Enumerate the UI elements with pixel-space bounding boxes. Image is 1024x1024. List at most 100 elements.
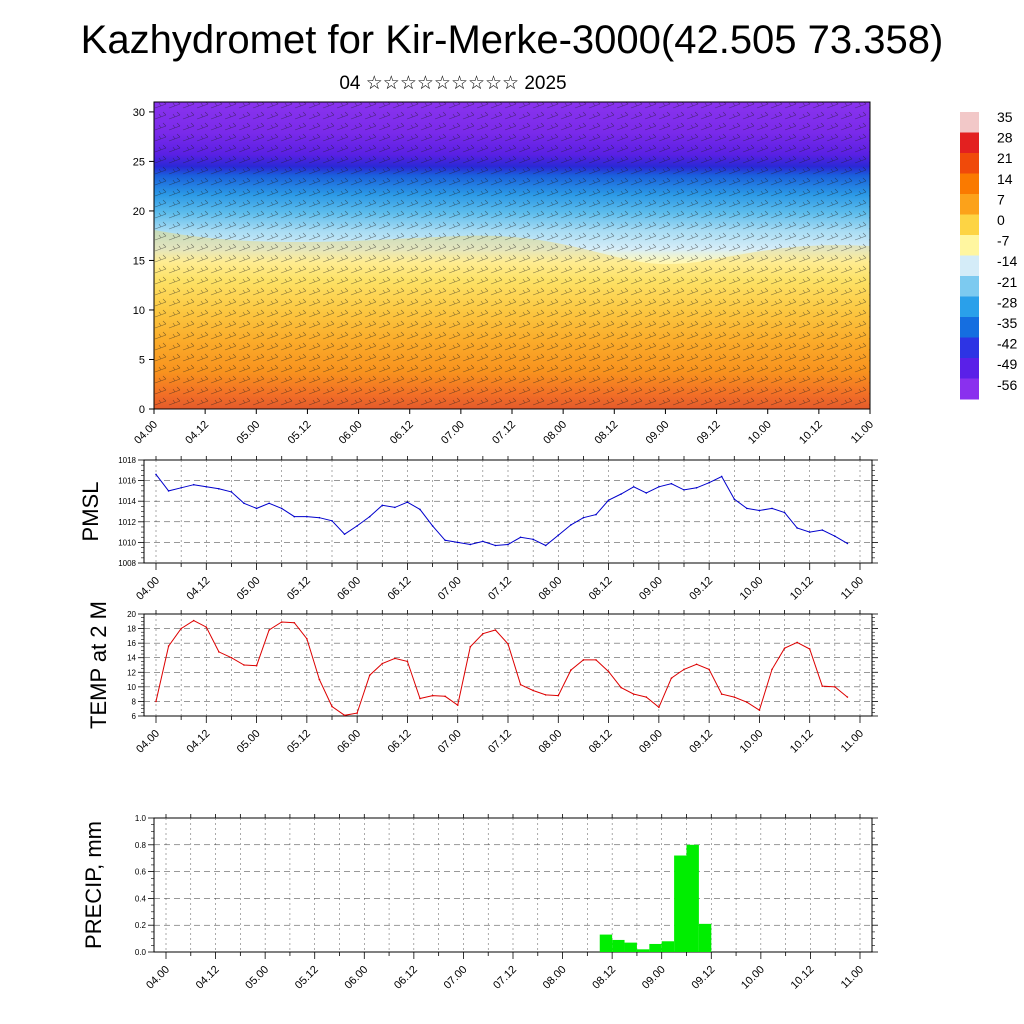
data-point: [544, 544, 547, 547]
colorbar-swatch: [960, 337, 979, 359]
temp-panel: 6 8 10 12 14 16 18 20 04.00 04.12 05.00 05.12 06.00 0…: [86, 601, 878, 756]
data-point: [343, 714, 346, 717]
data-point: [381, 504, 384, 507]
data-point: [444, 695, 446, 698]
series-line: [155, 474, 848, 547]
data-point: [368, 674, 371, 676]
data-point: [821, 685, 824, 687]
data-point: [192, 619, 195, 622]
heatmap-x-tick-label: 04.00: [132, 419, 160, 447]
data-point: [192, 483, 195, 486]
x-tick-label: 05.12: [285, 728, 313, 756]
heatmap-x-tick-label: 07.00: [439, 419, 467, 447]
x-tick-label: 07.00: [442, 964, 470, 992]
y-tick-label: 1012: [118, 518, 136, 527]
colorbar-label: 14: [997, 171, 1013, 187]
heatmap-y-tick-label: 5: [139, 354, 145, 366]
heatmap-x-axis: 04.00 04.12 05.00 05.12 06.00 06.12 07.00 07.12…: [132, 409, 876, 447]
x-tick-label: 06.00: [335, 575, 363, 603]
colorbar-swatch: [960, 317, 979, 338]
x-tick-label: 09.12: [687, 728, 715, 756]
x-tick-label: 04.00: [134, 575, 162, 603]
y-tick-label: 8: [132, 697, 137, 706]
x-tick-label: 04.12: [194, 964, 222, 992]
x-tick-label: 11.00: [839, 728, 866, 755]
y-tick-label: 1018: [118, 456, 136, 465]
x-tick-label: 07.00: [436, 575, 464, 603]
data-point: [632, 693, 635, 695]
precip-bar: [599, 934, 613, 952]
chart-title: Kazhydromet for Kir-Merke-3000(42.505 73…: [80, 18, 944, 62]
data-point: [406, 501, 409, 504]
data-point: [180, 627, 182, 630]
data-point: [394, 657, 396, 660]
heatmap-y-tick-label: 20: [133, 206, 145, 218]
heatmap-x-tick-label: 06.12: [388, 419, 416, 447]
data-point: [306, 637, 308, 640]
data-point: [456, 541, 459, 544]
data-point: [356, 525, 358, 527]
data-point: [230, 656, 233, 659]
data-point: [331, 705, 333, 708]
data-point: [758, 509, 761, 512]
heatmap-y-tick-label: 25: [133, 156, 145, 168]
data-point: [544, 694, 547, 696]
data-point: [167, 645, 170, 647]
x-tick-label: 08.12: [587, 728, 615, 756]
data-point: [834, 535, 836, 538]
x-tick-label: 04.12: [184, 728, 212, 756]
y-tick-label: 1016: [118, 477, 136, 486]
data-point: [783, 511, 786, 514]
wind-barbs: [154, 102, 870, 409]
x-tick-label: 09.12: [687, 575, 715, 603]
data-point: [293, 621, 296, 624]
x-tick-label: 09.00: [640, 964, 668, 992]
x-tick-label: 08.12: [587, 575, 615, 603]
data-point: [205, 626, 208, 628]
data-point: [582, 516, 585, 519]
data-point: [456, 704, 459, 706]
data-point: [658, 706, 660, 709]
colorbar-label: -7: [997, 233, 1010, 249]
data-point: [783, 647, 786, 650]
data-point: [205, 485, 208, 488]
data-point: [431, 694, 434, 697]
x-tick-label: 06.00: [342, 964, 370, 992]
x-tick-label: 07.00: [436, 728, 464, 756]
data-point: [796, 641, 798, 644]
data-point: [243, 502, 245, 505]
data-point: [570, 669, 572, 671]
data-point: [708, 481, 710, 484]
data-point: [331, 519, 333, 522]
pmsl-panel: 1008 1010 1012 1014 1016 1018 04.00 04.12 05.00 0…: [78, 456, 878, 603]
data-point: [758, 709, 761, 711]
data-point: [796, 527, 798, 529]
data-point: [746, 507, 748, 510]
data-point: [494, 544, 497, 547]
data-point: [733, 498, 736, 500]
x-tick-label: 06.12: [392, 964, 420, 992]
y-tick-label: 20: [127, 610, 136, 619]
data-point: [733, 696, 736, 698]
heatmap-x-tick-label: 04.12: [183, 419, 211, 447]
colorbar-label: 35: [997, 109, 1013, 125]
data-point: [746, 701, 748, 703]
heatmap-x-tick-label: 10.12: [797, 419, 825, 447]
heatmap-x-tick-label: 10.00: [746, 419, 774, 447]
heatmap-x-tick-label: 06.00: [337, 419, 365, 447]
data-point: [595, 513, 597, 516]
data-point: [268, 502, 270, 505]
data-point: [255, 507, 258, 510]
y-tick-label: 6: [132, 712, 137, 721]
data-point: [306, 515, 308, 518]
data-point: [218, 488, 220, 490]
x-tick-label: 10.12: [788, 728, 816, 756]
x-tick-label: 05.00: [235, 728, 263, 756]
data-point: [406, 660, 409, 663]
data-point: [343, 533, 346, 535]
colorbar-swatch: [960, 358, 979, 379]
data-point: [821, 529, 824, 531]
data-point: [607, 499, 610, 501]
data-point: [218, 651, 220, 653]
data-point: [532, 538, 534, 541]
